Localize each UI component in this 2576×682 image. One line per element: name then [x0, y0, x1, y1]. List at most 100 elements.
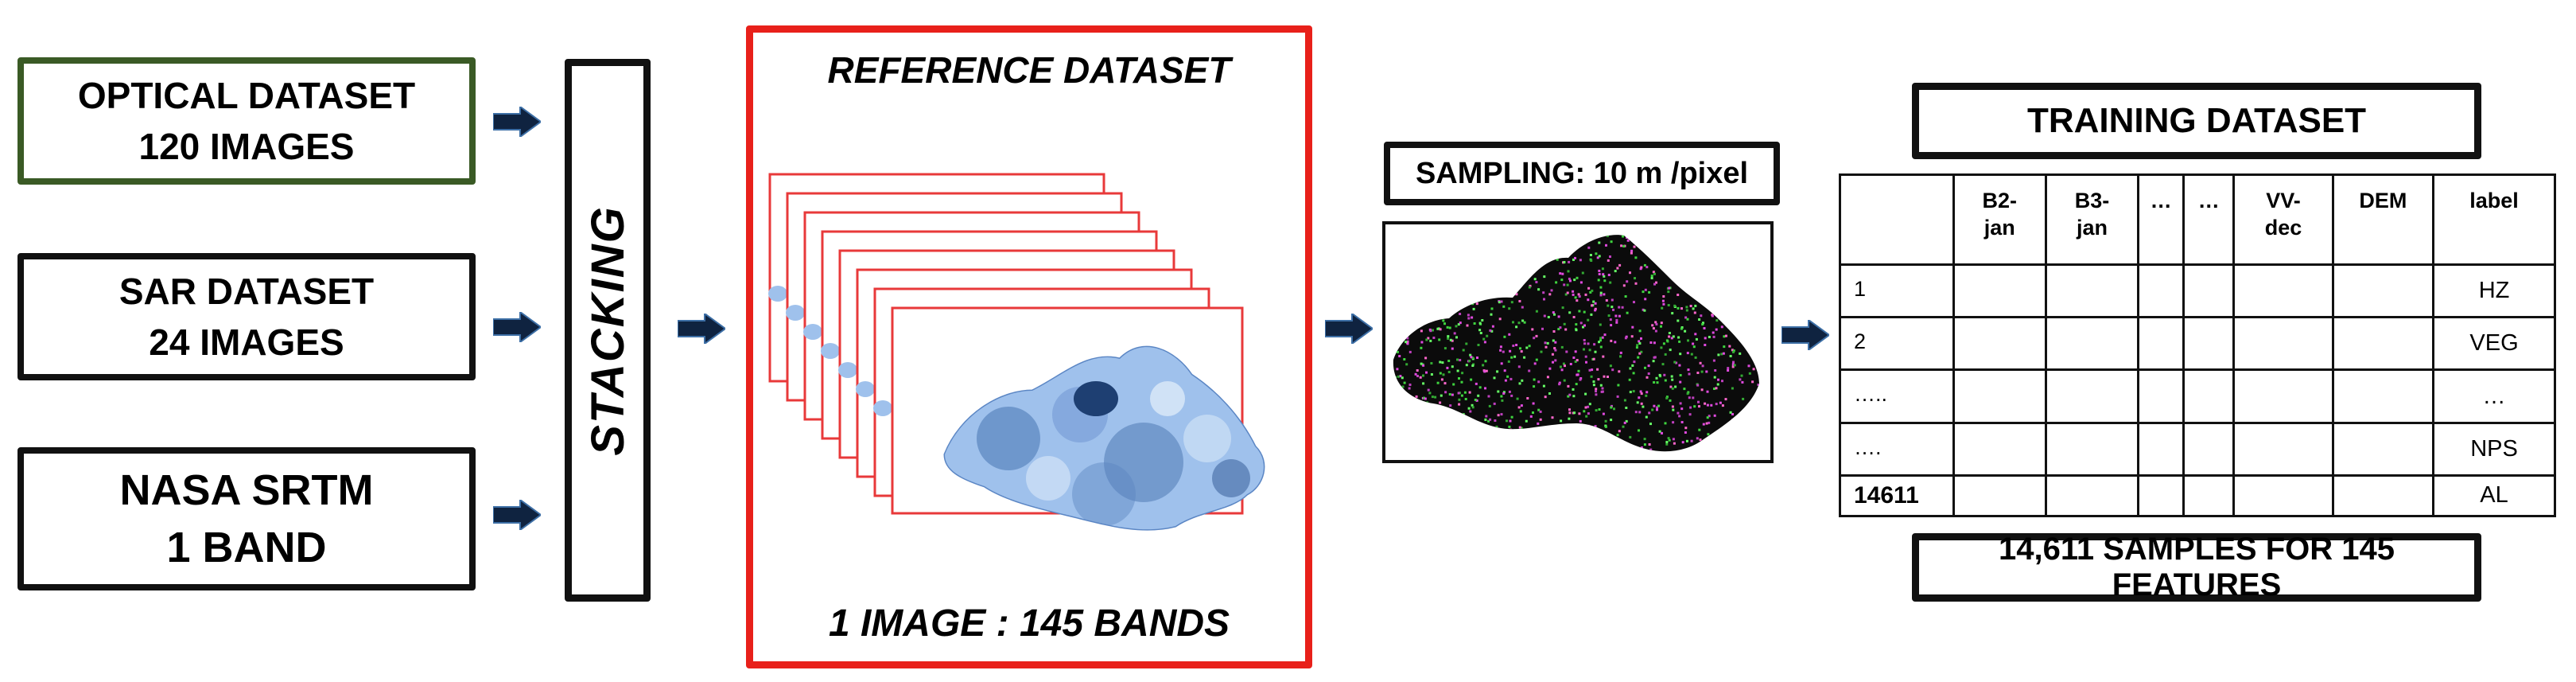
sample-point — [1651, 231, 1653, 233]
sample-point — [1673, 247, 1677, 250]
sample-point — [1767, 259, 1770, 262]
sample-point — [1393, 411, 1394, 415]
sample-point — [1592, 380, 1595, 384]
sample-point — [1700, 388, 1704, 392]
sample-point — [1449, 289, 1452, 292]
sample-point — [1611, 368, 1614, 372]
sample-point — [1729, 411, 1732, 414]
sample-point — [1741, 232, 1743, 235]
sample-point — [1518, 426, 1521, 429]
sample-point — [1650, 277, 1653, 279]
sample-point — [1616, 267, 1619, 270]
sample-point — [1684, 427, 1688, 430]
sample-point — [1601, 267, 1604, 271]
sample-point — [1440, 281, 1443, 284]
sample-point — [1650, 275, 1653, 278]
sample-point — [1615, 318, 1618, 322]
sample-point — [1683, 453, 1685, 455]
sample-point — [1396, 226, 1398, 228]
sample-point — [1576, 444, 1578, 447]
sample-point — [1513, 248, 1517, 251]
sample-point — [1719, 433, 1721, 436]
sample-point — [1470, 356, 1473, 359]
sample-point — [1758, 310, 1760, 314]
sample-point — [1507, 360, 1510, 363]
sample-point — [1485, 247, 1488, 250]
sample-point — [1661, 299, 1665, 302]
sample-point — [1682, 454, 1684, 456]
sample-point — [1396, 392, 1398, 396]
sample-point — [1674, 240, 1677, 243]
sample-point — [1537, 408, 1541, 411]
sample-point — [1485, 415, 1488, 418]
sample-point — [1648, 290, 1651, 294]
sample-point — [1758, 345, 1760, 349]
sample-point — [1609, 235, 1612, 236]
sample-point — [1681, 441, 1684, 444]
sample-point — [1560, 279, 1564, 282]
sample-point — [1451, 339, 1454, 342]
sample-point — [1578, 427, 1581, 430]
row-label: NPS — [2432, 421, 2556, 477]
sample-point — [1568, 244, 1571, 247]
sample-point — [1486, 229, 1488, 232]
sample-point — [1389, 373, 1391, 376]
sample-point — [1761, 446, 1763, 448]
sample-point — [1457, 240, 1459, 243]
sample-point — [1467, 314, 1470, 317]
sample-point — [1583, 310, 1586, 314]
sample-point — [1580, 457, 1583, 459]
sample-point — [1427, 442, 1430, 446]
sample-point — [1668, 332, 1671, 334]
sample-point — [1595, 393, 1598, 396]
sample-point — [1680, 326, 1684, 329]
sample-point — [1489, 329, 1492, 332]
sample-point — [1664, 422, 1667, 425]
sample-point — [1416, 316, 1420, 319]
sample-point — [1698, 405, 1700, 408]
table-header-cell: … — [2137, 173, 2186, 266]
sample-point — [1638, 329, 1642, 333]
sample-point — [1409, 232, 1412, 234]
sample-point — [1738, 266, 1740, 269]
sample-point — [1390, 259, 1393, 262]
sample-point — [1560, 368, 1564, 372]
sample-point — [1457, 323, 1460, 326]
sample-point — [1502, 240, 1506, 243]
sample-point — [1415, 395, 1418, 398]
sample-point — [1750, 301, 1753, 304]
sample-point — [1525, 346, 1529, 349]
sample-point — [1441, 361, 1444, 364]
sample-point — [1679, 402, 1682, 405]
sample-point — [1707, 433, 1710, 436]
sample-point — [1633, 301, 1635, 304]
sample-point — [1665, 441, 1669, 443]
sample-point — [1602, 355, 1605, 358]
sample-point — [1669, 265, 1673, 268]
sample-point — [1403, 286, 1406, 290]
sample-point — [1568, 411, 1572, 415]
row-label: AL — [2432, 474, 2556, 518]
sample-point — [1642, 238, 1645, 241]
sample-point — [1651, 324, 1654, 327]
sample-point — [1558, 228, 1560, 231]
sample-point — [1456, 291, 1459, 294]
sample-point — [1460, 380, 1463, 384]
sample-point — [1405, 363, 1408, 366]
sample-point — [1751, 345, 1754, 349]
sample-point — [1574, 236, 1577, 240]
sample-point — [1573, 438, 1576, 441]
sample-point — [1618, 446, 1621, 448]
sample-point — [1422, 401, 1425, 404]
sample-point — [1669, 385, 1673, 388]
sample-point — [1659, 228, 1661, 231]
sample-point — [1665, 396, 1669, 399]
sample-point — [1712, 248, 1715, 251]
sample-point — [1750, 423, 1754, 425]
table-row: 1 HZ — [1839, 263, 2556, 319]
sample-point — [1403, 240, 1405, 243]
row-id: ….. — [1839, 368, 1955, 424]
sample-point — [1645, 415, 1648, 419]
sample-point — [1432, 329, 1434, 332]
sample-point — [1472, 253, 1475, 256]
